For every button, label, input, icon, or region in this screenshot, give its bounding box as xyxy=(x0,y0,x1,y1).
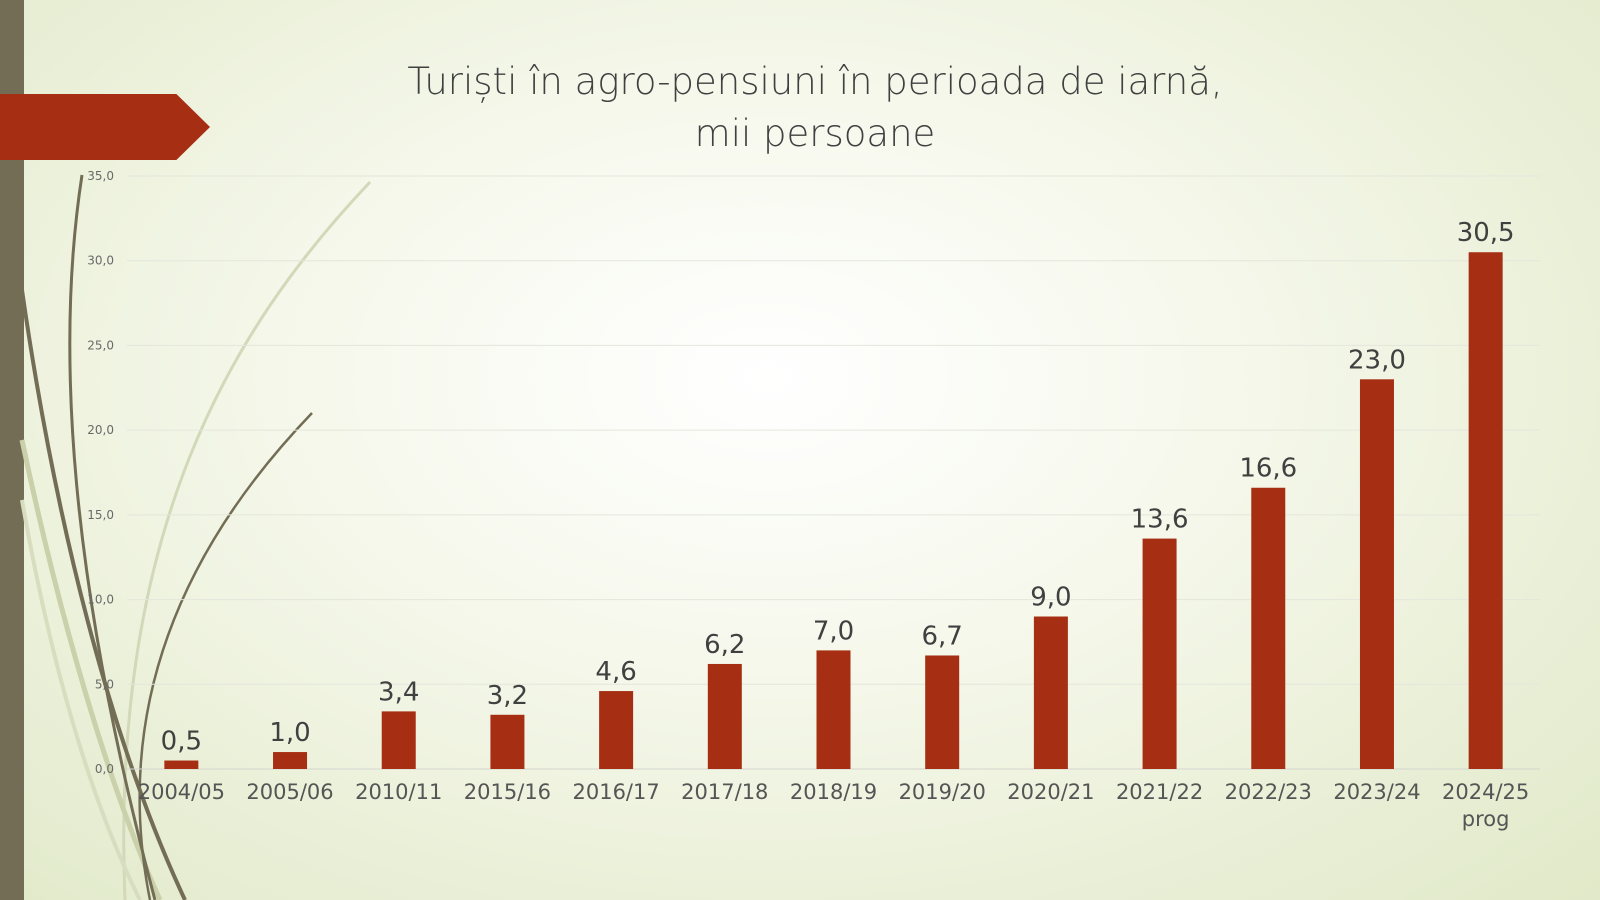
x-tick-label: prog xyxy=(1462,807,1510,831)
bar xyxy=(925,655,960,769)
data-label: 6,2 xyxy=(704,630,745,660)
y-tick-label: 5,0 xyxy=(95,677,114,691)
x-tick-label: 2020/21 xyxy=(1007,780,1094,804)
x-tick-label: 2024/25 xyxy=(1442,780,1529,804)
x-tick-label: 2005/06 xyxy=(246,780,333,804)
bar xyxy=(1033,616,1068,769)
data-label: 3,4 xyxy=(378,677,419,707)
x-tick-label: 2016/17 xyxy=(572,780,659,804)
x-tick-label: 2010/11 xyxy=(355,780,442,804)
data-label: 30,5 xyxy=(1457,218,1515,248)
bar xyxy=(490,714,525,769)
data-label: 0,5 xyxy=(161,727,202,757)
chart-title: Turiști în agro-pensiuni în perioada de … xyxy=(300,56,1330,160)
x-tick-label: 2017/18 xyxy=(681,780,768,804)
y-tick-label: 35,0 xyxy=(87,169,114,183)
x-tick-label: 2015/16 xyxy=(464,780,551,804)
data-label: 9,0 xyxy=(1030,583,1071,613)
y-tick-label: 25,0 xyxy=(87,338,114,352)
y-tick-label: 15,0 xyxy=(87,508,114,522)
bar xyxy=(273,752,308,769)
x-tick-label: 2018/19 xyxy=(790,780,877,804)
data-label: 13,6 xyxy=(1131,505,1189,535)
chart-title-line-1: Turiști în agro-pensiuni în perioada de … xyxy=(407,60,1223,103)
y-tick-label: 20,0 xyxy=(87,423,114,437)
chart-title-line-2: mii persoane xyxy=(694,112,936,155)
bar xyxy=(164,760,199,769)
bar xyxy=(707,663,742,769)
y-tick-label: 30,0 xyxy=(87,254,114,268)
bar xyxy=(1142,538,1177,769)
x-tick-label: 2004/05 xyxy=(138,780,225,804)
data-label: 4,6 xyxy=(595,657,636,687)
x-tick-label: 2021/22 xyxy=(1116,780,1203,804)
data-label: 1,0 xyxy=(269,718,310,748)
bar xyxy=(1468,252,1503,769)
data-label: 6,7 xyxy=(922,621,963,651)
x-tick-label: 2023/24 xyxy=(1333,780,1420,804)
data-label: 7,0 xyxy=(813,616,854,646)
x-tick-label: 2019/20 xyxy=(899,780,986,804)
bar xyxy=(599,691,634,769)
y-tick-label: 0,0 xyxy=(95,762,114,776)
bar xyxy=(1251,487,1286,769)
data-label: 23,0 xyxy=(1348,345,1406,375)
data-label: 16,6 xyxy=(1239,454,1297,484)
decorative-curves xyxy=(19,174,372,900)
data-label: 3,2 xyxy=(487,681,528,711)
y-tick-label: 10,0 xyxy=(87,593,114,607)
title-ribbon xyxy=(0,94,210,160)
bar xyxy=(1359,379,1394,769)
bar xyxy=(816,650,851,769)
bar xyxy=(381,711,416,769)
x-tick-label: 2022/23 xyxy=(1225,780,1312,804)
